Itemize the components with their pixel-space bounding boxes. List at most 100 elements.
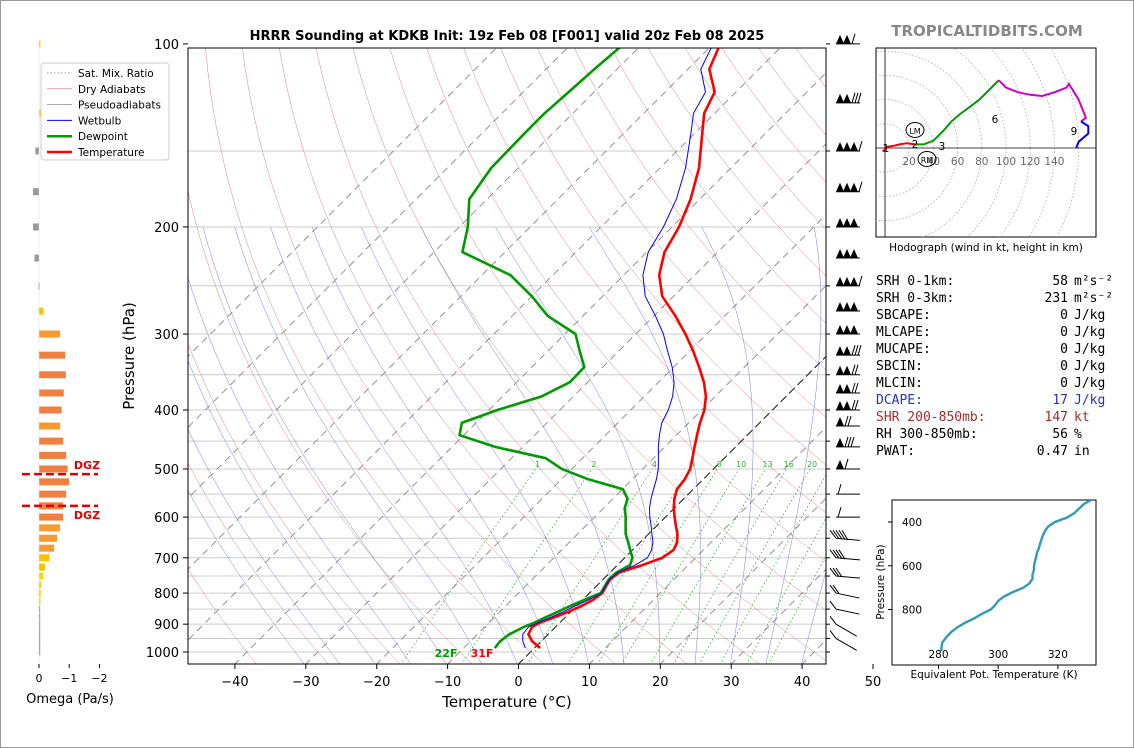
isotherm [588,426,826,664]
wind-barb [836,399,860,411]
barb-flag [836,249,844,259]
dry-adiabat [500,48,826,466]
omega-bar [39,351,66,359]
barb-flag [850,302,858,312]
barb-line [851,382,856,394]
index-label: MLCIN: [876,376,923,391]
dry-adiabat [188,189,473,664]
wind-barb [836,382,860,394]
legend: Sat. Mix. Ratio Dry Adiabats Pseudoadiabat… [40,62,170,161]
mixing-ratio-label: 1 [535,460,540,469]
barb-line [850,436,855,448]
barb-line [829,584,837,594]
omega-bar [39,620,41,628]
barb-line [829,529,837,539]
dry-adiabat [426,48,826,562]
hodograph-ring-label: 40 [927,156,940,168]
omega-bar [39,634,41,642]
barb-flag [850,276,858,286]
mixing-ratio-line [597,468,718,664]
omega-bar [39,371,66,379]
y-tick-label: 100 [154,38,179,53]
index-value: 0 [1060,325,1068,340]
mixing-ratio-label: 4 [652,460,657,469]
wind-barb [836,345,862,356]
wind-barb [836,92,862,104]
legend-entry: Wetbulb [78,115,122,127]
index-value: 58 [1052,274,1068,289]
mixing-ratio-line [526,468,653,664]
index-row: SRH 0-3km: 231 m²s⁻² [876,290,1113,307]
y-tick-label: 700 [154,552,179,567]
barb-flag [843,401,851,411]
pseudoadiabat [188,428,341,664]
index-value: 17 [1052,393,1068,408]
index-value: 0 [1060,342,1068,357]
barb-line [858,275,863,287]
wind-barb [836,458,860,470]
barb-line [854,364,859,375]
omega-bar [39,524,61,532]
barb-staff [835,592,860,599]
barb-flag [836,401,844,411]
theta-e-y-axis-label: Pressure (hPa) [875,544,887,619]
barb-line [851,399,856,411]
barb-flag [850,141,858,151]
omega-bar [39,307,44,315]
index-unit: J/kg [1074,308,1106,323]
mixing-ratio-label: 13 [762,460,772,469]
hodograph-frame [875,47,1097,238]
index-label: SBCAPE: [876,308,931,323]
y-tick-label: 500 [154,463,179,478]
index-value: 147 [1044,410,1068,425]
mixing-ratio-line [400,468,536,664]
mixing-ratio-label: 36 [870,460,880,469]
omega-tick-label: −2 [91,672,107,685]
omega-bar [39,437,64,445]
wind-barb [836,140,863,152]
omega-axis-label: Omega (Pa/s) [26,692,114,707]
index-unit: J/kg [1074,359,1106,374]
barb-line [854,382,859,394]
index-value: 0 [1060,359,1068,374]
pseudoadiabat [701,226,754,664]
wind-barb [829,567,860,579]
barb-flag [843,141,851,151]
index-value: 231 [1044,291,1068,306]
barb-flag [836,182,844,192]
y-tick-label: 600 [154,511,179,526]
mixing-ratio-line [719,474,826,664]
wetbulb-profile [522,48,712,649]
barb-flag [843,182,851,192]
x-tick-label: 30 [723,675,740,690]
index-unit: m²s⁻² [1074,291,1114,306]
wind-barb [829,529,860,541]
theta-e-x-tick-label: 320 [1048,649,1068,661]
pseudoadiabat [188,489,305,664]
wind-barb [836,436,860,448]
barb-line [835,549,843,560]
barb-flag [836,93,844,103]
zero-isotherm [517,355,826,664]
surface-temp-label: 31F [471,647,494,660]
isotherm [659,497,826,664]
dewpoint-profile [458,48,634,649]
legend-entry: Dry Adiabats [78,84,146,96]
site-watermark: TROPICALTIDBITS.COM [891,22,1083,40]
hodograph-height-label: 3 [939,141,946,153]
omega-bar [39,597,41,605]
pseudoadiabat [420,226,625,664]
barb-line [854,92,859,103]
isotherm [376,214,826,664]
barb-line [832,567,840,577]
dgz-label-bottom: DGZ [74,509,100,522]
omega-bar [39,451,67,459]
y-axis-label: Pressure (hPa) [120,302,138,410]
barb-line [858,181,863,192]
barb-line [847,436,852,448]
dry-adiabat [242,48,617,664]
omega-bar [39,465,68,473]
hodograph-trace [1075,120,1090,149]
mixing-ratio-line [768,554,826,664]
index-label: DCAPE: [876,393,923,408]
